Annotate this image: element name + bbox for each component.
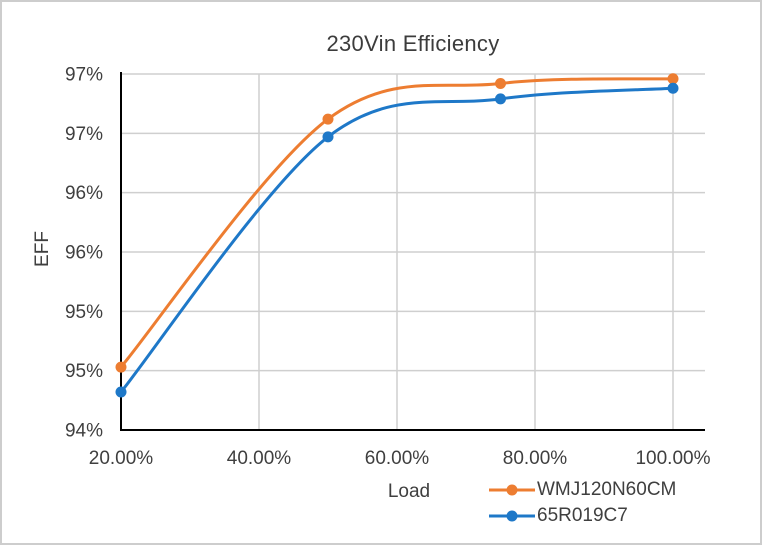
legend: WMJ120N60CM 65R019C7 <box>489 477 676 529</box>
series-marker-65r019c7 <box>115 386 127 398</box>
series-marker-wmj120n60cm <box>495 77 506 89</box>
y-tick-label: 97% <box>65 124 103 145</box>
y-tick-label: 96% <box>65 183 103 204</box>
series-marker-65r019c7 <box>322 131 334 143</box>
legend-label: WMJ120N60CM <box>537 479 677 500</box>
y-tick-label: 94% <box>65 421 103 442</box>
series-marker-wmj120n60cm <box>667 73 679 85</box>
x-tick-label: 60.00% <box>365 448 430 469</box>
x-tick-label: 40.00% <box>227 448 292 469</box>
series-line-wmj120n60cm <box>119 77 675 369</box>
x-axis-title: Load <box>387 481 431 502</box>
y-tick-label: 95% <box>65 302 103 323</box>
series-marker-wmj120n60cm <box>322 113 334 125</box>
chart-title: 230Vin Efficiency <box>326 31 500 56</box>
legend-item: 65R019C7 <box>489 503 676 529</box>
series-marker-wmj120n60cm <box>115 361 127 373</box>
y-tick-label: 96% <box>65 243 103 264</box>
series-marker-65r019c7 <box>667 82 679 94</box>
series-marker-65r019c7 <box>495 93 506 105</box>
x-tick-label: 20.00% <box>89 448 154 469</box>
legend-marker-icon <box>489 510 535 522</box>
legend-item: WMJ120N60CM <box>489 477 676 503</box>
y-tick-label: 95% <box>65 361 103 382</box>
x-tick-label: 100.00% <box>635 448 710 469</box>
legend-marker-icon <box>489 484 535 496</box>
x-tick-label: 80.00% <box>503 448 568 469</box>
y-axis-title: EFF <box>32 231 53 267</box>
series-line-65r019c7 <box>119 86 675 394</box>
y-tick-label: 97% <box>65 65 103 86</box>
legend-label: 65R019C7 <box>537 505 628 526</box>
